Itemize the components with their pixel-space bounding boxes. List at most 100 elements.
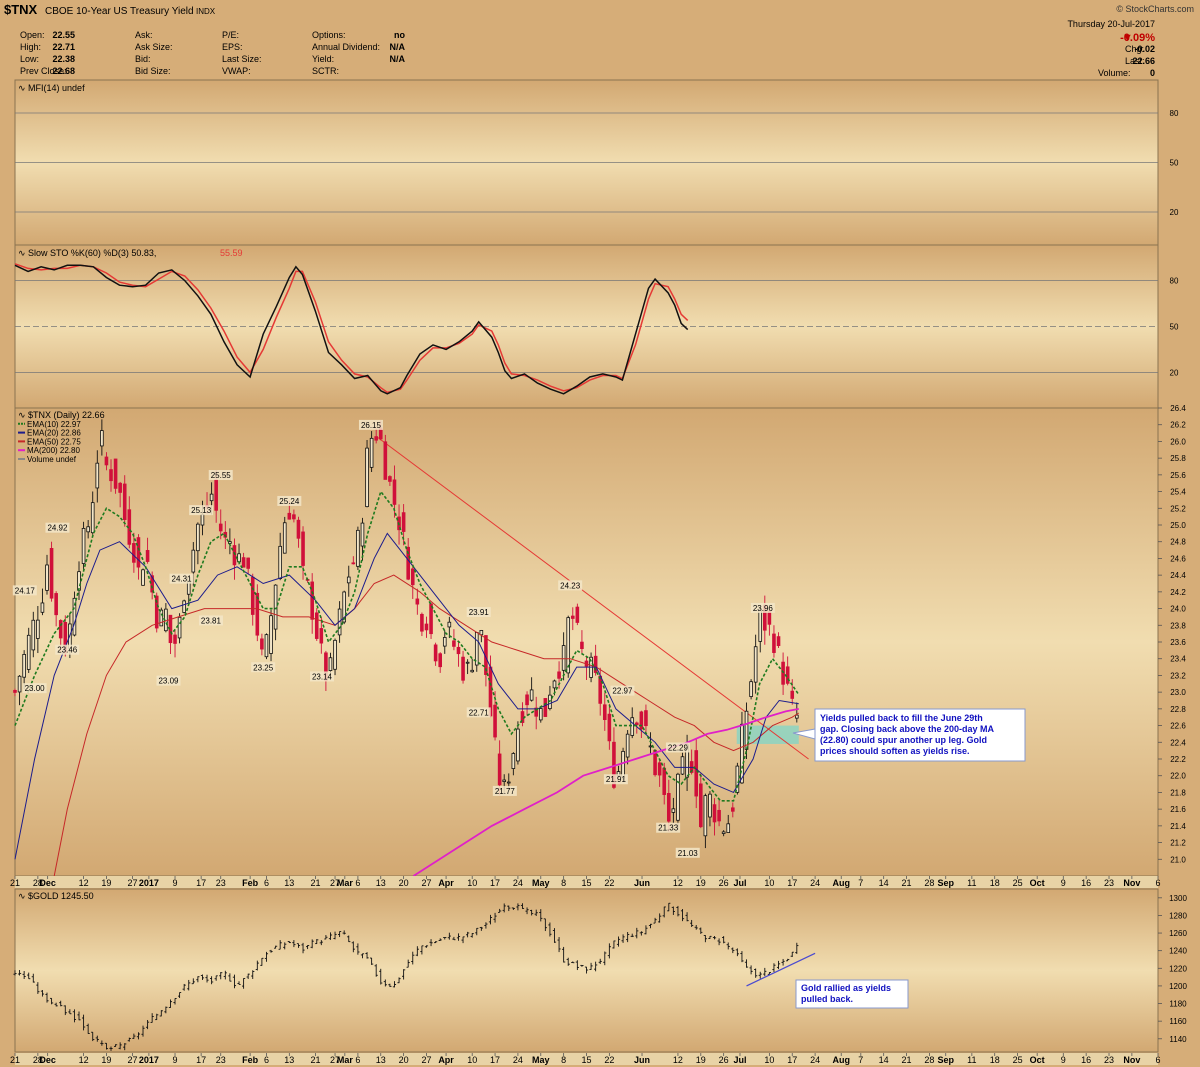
candle-down	[154, 595, 159, 629]
price-legend-main: ∿ $TNX (Daily) 22.66	[18, 410, 105, 420]
price-tick-label: 23.4	[1170, 655, 1186, 664]
ema50-line	[53, 574, 800, 877]
x-tick-label: 19	[101, 878, 111, 888]
candle-up	[365, 447, 369, 508]
x-tick-label: 12	[673, 878, 683, 888]
gold-tick-label: 1280	[1169, 911, 1187, 920]
x-tick-label: 21	[902, 878, 912, 888]
annotation-text: (22.80) could spur another up leg. Gold	[820, 735, 987, 745]
price-label-bg	[309, 671, 334, 682]
gold-annotation-text: pulled back.	[801, 994, 853, 1004]
candle-down	[456, 646, 461, 655]
x-tick-label: Jun	[634, 1055, 650, 1065]
candle-up	[538, 708, 543, 721]
price-label-bg	[750, 602, 775, 613]
x-tick-label: 21	[902, 1055, 912, 1065]
volume-label: Volume:	[1098, 68, 1131, 78]
price-label: 22.29	[668, 743, 689, 752]
quote-label: Last Size:	[222, 54, 262, 64]
candle-up	[237, 553, 241, 563]
x-tick-label: 17	[787, 878, 797, 888]
candle-up	[552, 680, 557, 689]
price-label: 25.55	[211, 471, 232, 480]
x-tick-label: 12	[79, 878, 89, 888]
x-tick-label: 27	[128, 1055, 138, 1065]
quote-value: N/A	[390, 42, 406, 52]
candle-down	[666, 793, 671, 822]
x-tick-label: Feb	[242, 878, 259, 888]
quote-label: P/E:	[222, 30, 239, 40]
candle-down	[401, 512, 406, 532]
candle-down	[534, 707, 539, 717]
candle-up	[671, 808, 676, 813]
candle-up	[100, 430, 104, 447]
x-tick-label: 27	[330, 878, 340, 888]
x-tick-label: Aug	[832, 1055, 850, 1065]
x-tick-label: 2017	[139, 1055, 159, 1065]
ma200-line	[412, 708, 799, 877]
x-tick-label: 13	[284, 1055, 294, 1065]
quote-label: High:	[20, 42, 41, 52]
candle-down	[639, 711, 644, 730]
candle-up	[566, 617, 571, 674]
candle-down	[49, 548, 54, 599]
candle-up	[159, 609, 164, 627]
chart-header: $TNX CBOE 10-Year US Treasury Yield INDX…	[4, 2, 1194, 78]
x-tick-label: 26	[719, 1055, 729, 1065]
candle-down	[232, 545, 237, 566]
mfi-tick-label: 20	[1170, 208, 1179, 217]
candle-down	[717, 809, 721, 822]
candle-down	[580, 641, 584, 650]
candle-up	[479, 630, 484, 636]
x-tick-label: 17	[490, 878, 500, 888]
candle-down	[214, 479, 218, 511]
gold-tick-label: 1180	[1169, 1000, 1187, 1009]
quote-table: Open: 22.55 Ask: P/E: Options: no High: 22.71 As…	[20, 30, 406, 76]
symbol: $TNX	[4, 2, 38, 17]
candle-up	[447, 621, 452, 628]
price-legend-item: EMA(50) 22.75	[27, 437, 81, 446]
candle-up	[360, 522, 365, 547]
quote-value: 22.38	[52, 54, 75, 64]
down-triangle-icon: ▼	[1122, 32, 1133, 44]
gold-tick-label: 1140	[1169, 1035, 1187, 1044]
candle-down	[255, 592, 260, 636]
x-axis-band	[15, 876, 1158, 888]
candle-up	[753, 646, 758, 683]
price-label: 21.91	[606, 775, 627, 784]
x-tick-label: 27	[128, 878, 138, 888]
change-percent: -0.09%	[1120, 32, 1155, 44]
annotation-text: prices should soften as yields rise.	[820, 746, 970, 756]
sto-tick-label: 80	[1170, 277, 1179, 286]
candle-down	[694, 750, 699, 797]
price-legend-item: EMA(10) 22.97	[27, 420, 81, 429]
candle-down	[406, 546, 410, 580]
candle-down	[246, 557, 250, 569]
candle-down	[13, 689, 17, 693]
price-label: 23.96	[753, 604, 774, 613]
x-tick-label: 18	[990, 878, 1000, 888]
quote-value: N/A	[390, 54, 406, 64]
candle-down	[593, 655, 598, 673]
price-tick-label: 24.4	[1170, 571, 1186, 580]
gold-panel: 1140 1160 1180 1200 1220 1240 1260 1280 1300 ∿ $G…	[13, 888, 1187, 1053]
candle-up	[95, 462, 100, 489]
candle-up	[516, 728, 520, 762]
x-tick-label: Dec	[39, 878, 56, 888]
candle-down	[433, 644, 438, 662]
candle-up	[356, 529, 360, 567]
x-tick-label: 10	[764, 1055, 774, 1065]
candle-down	[644, 710, 648, 727]
candle-up	[630, 717, 635, 736]
candle-down	[319, 628, 324, 644]
x-tick-label: Jul	[733, 1055, 746, 1065]
x-tick-label: 17	[787, 1055, 797, 1065]
price-label-bg	[156, 675, 181, 686]
candle-down	[118, 482, 122, 493]
candle-up	[511, 753, 516, 769]
price-tick-label: 24.0	[1170, 605, 1186, 614]
candle-down	[497, 753, 502, 786]
x-tick-label: 21	[310, 878, 320, 888]
x-tick-label: 19	[696, 878, 706, 888]
candle-down	[218, 523, 223, 532]
